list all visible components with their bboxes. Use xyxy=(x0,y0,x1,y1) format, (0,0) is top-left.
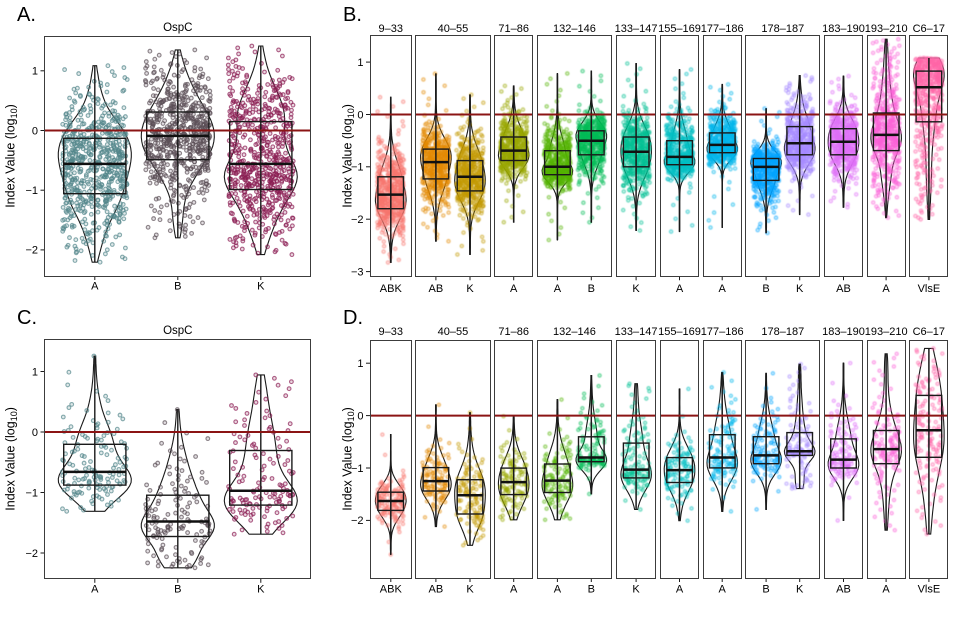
svg-text:B: B xyxy=(588,283,595,295)
svg-text:−1: −1 xyxy=(25,487,38,499)
svg-text:132–146: 132–146 xyxy=(553,23,596,35)
svg-text:0: 0 xyxy=(32,125,38,137)
svg-text:ABK: ABK xyxy=(380,283,403,295)
svg-text:1: 1 xyxy=(32,66,38,78)
svg-text:C.: C. xyxy=(17,307,37,329)
svg-text:K: K xyxy=(257,281,265,293)
svg-text:−1: −1 xyxy=(351,162,364,174)
svg-text:Index Value (log10): Index Value (log10) xyxy=(341,104,357,208)
svg-text:40–55: 40–55 xyxy=(438,23,469,35)
svg-text:K: K xyxy=(466,283,474,295)
svg-text:71–86: 71–86 xyxy=(498,23,529,35)
svg-text:0: 0 xyxy=(357,109,363,121)
svg-text:−2: −2 xyxy=(25,245,38,257)
svg-text:1: 1 xyxy=(32,366,38,378)
svg-text:A: A xyxy=(91,281,99,293)
svg-text:−2: −2 xyxy=(351,214,364,226)
svg-text:OspC: OspC xyxy=(163,22,192,34)
svg-text:−3: −3 xyxy=(351,266,364,278)
svg-text:A: A xyxy=(91,584,99,596)
svg-text:Index Value (log10): Index Value (log10) xyxy=(4,407,20,511)
svg-text:B: B xyxy=(174,584,181,596)
svg-text:B: B xyxy=(174,281,181,293)
svg-text:A: A xyxy=(510,283,518,295)
svg-text:A.: A. xyxy=(17,4,36,26)
svg-text:−1: −1 xyxy=(25,185,38,197)
svg-text:K: K xyxy=(257,584,265,596)
svg-text:A: A xyxy=(554,283,562,295)
svg-text:AB: AB xyxy=(429,283,444,295)
svg-text:9–33: 9–33 xyxy=(379,23,403,35)
svg-text:OspC: OspC xyxy=(163,325,192,337)
svg-text:B.: B. xyxy=(343,4,362,26)
svg-text:0: 0 xyxy=(32,427,38,439)
svg-text:1: 1 xyxy=(357,57,363,69)
svg-text:−2: −2 xyxy=(25,548,38,560)
svg-text:Index Value (log10): Index Value (log10) xyxy=(4,104,20,208)
